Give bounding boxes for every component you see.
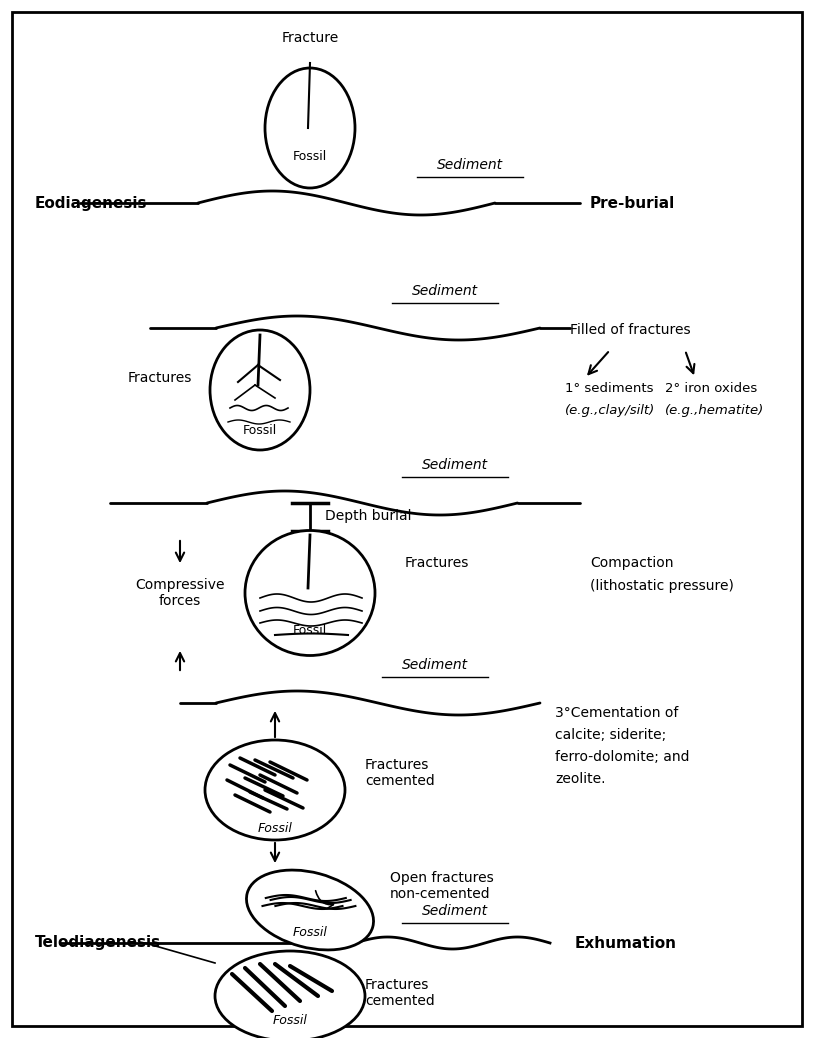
Text: ferro-dolomite; and: ferro-dolomite; and <box>555 750 689 764</box>
Text: Sediment: Sediment <box>437 158 503 172</box>
Text: Compaction: Compaction <box>590 556 673 570</box>
Text: Open fractures
non-cemented: Open fractures non-cemented <box>390 871 493 901</box>
Text: 2° iron oxides: 2° iron oxides <box>665 382 757 394</box>
Text: Fractures: Fractures <box>128 371 192 385</box>
Text: (e.g.,hematite): (e.g.,hematite) <box>665 404 764 416</box>
Text: Sediment: Sediment <box>422 904 488 918</box>
Text: Exhumation: Exhumation <box>575 935 677 951</box>
Ellipse shape <box>246 870 373 950</box>
Text: calcite; siderite;: calcite; siderite; <box>555 728 666 742</box>
Text: Fossil: Fossil <box>293 149 327 163</box>
Text: zeolite.: zeolite. <box>555 772 606 786</box>
Text: Fossil: Fossil <box>293 927 328 939</box>
Ellipse shape <box>265 69 355 188</box>
Text: Fractures
cemented: Fractures cemented <box>365 978 435 1008</box>
Text: (e.g.,clay/silt): (e.g.,clay/silt) <box>565 404 655 416</box>
Ellipse shape <box>205 740 345 840</box>
Text: Fossil: Fossil <box>293 624 327 636</box>
Text: Fractures: Fractures <box>405 556 469 570</box>
Text: Fossil: Fossil <box>243 424 277 437</box>
Text: Sediment: Sediment <box>422 458 488 472</box>
Text: Fossil: Fossil <box>272 1013 307 1027</box>
Text: Filled of fractures: Filled of fractures <box>570 323 690 337</box>
Text: Sediment: Sediment <box>412 284 478 298</box>
Text: 1° sediments: 1° sediments <box>565 382 654 394</box>
Ellipse shape <box>245 530 375 656</box>
Text: (lithostatic pressure): (lithostatic pressure) <box>590 579 734 593</box>
Text: Depth burial: Depth burial <box>325 509 411 523</box>
Ellipse shape <box>210 330 310 450</box>
Text: Pre-burial: Pre-burial <box>590 195 676 211</box>
Text: Telodiagenesis: Telodiagenesis <box>35 935 161 951</box>
Text: Eodiagenesis: Eodiagenesis <box>35 195 147 211</box>
Text: Fracture: Fracture <box>281 31 339 45</box>
Text: Sediment: Sediment <box>402 658 468 672</box>
Text: Fossil: Fossil <box>258 821 293 835</box>
Text: Compressive
forces: Compressive forces <box>135 578 224 608</box>
Ellipse shape <box>215 951 365 1038</box>
Text: Fractures
cemented: Fractures cemented <box>365 758 435 788</box>
Text: 3°Cementation of: 3°Cementation of <box>555 706 678 720</box>
